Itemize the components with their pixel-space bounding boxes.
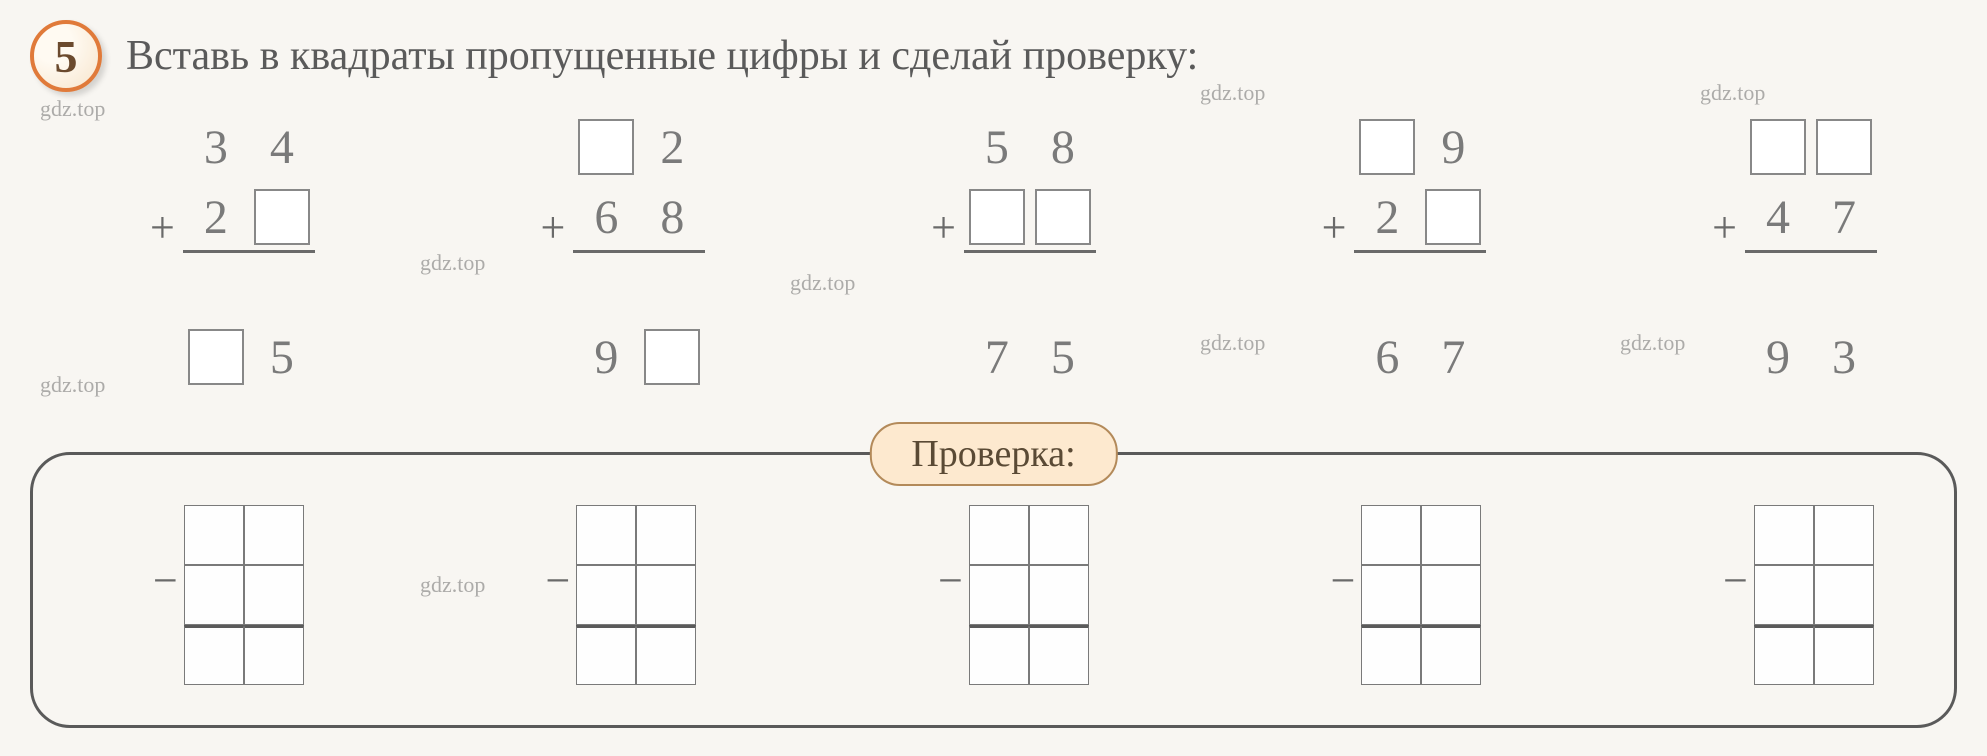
verification-cell[interactable]	[1754, 565, 1814, 625]
addition-problem: +5875	[931, 112, 1096, 392]
digit-cell: 2	[639, 112, 705, 182]
empty-box[interactable]	[1745, 112, 1811, 182]
exercise-number-badge: 5	[30, 20, 102, 92]
verification-cell[interactable]	[244, 565, 304, 625]
digit-cell: 5	[1030, 322, 1096, 392]
plus-operator: +	[931, 202, 956, 253]
verification-cell[interactable]	[1754, 505, 1814, 565]
digit-cell: 8	[639, 182, 705, 252]
addition-problem: +3425	[150, 112, 315, 392]
verification-grid[interactable]	[576, 505, 696, 685]
empty-box[interactable]	[249, 182, 315, 252]
verification-cell[interactable]	[969, 625, 1029, 685]
digit-cell: 5	[249, 322, 315, 392]
minus-operator: −	[1331, 555, 1356, 606]
verification-cell[interactable]	[1754, 625, 1814, 685]
digit-cell: 2	[183, 182, 249, 252]
digit-cell: 9	[1420, 112, 1486, 182]
verification-problem: −	[1723, 505, 1874, 685]
empty-box[interactable]	[1030, 182, 1096, 252]
verification-grid[interactable]	[1361, 505, 1481, 685]
verification-grid[interactable]	[1754, 505, 1874, 685]
digit-cell: 8	[1030, 112, 1096, 182]
digit-cell: 6	[573, 182, 639, 252]
verification-cell[interactable]	[636, 565, 696, 625]
digit-cell: 3	[183, 112, 249, 182]
verification-problem: −	[153, 505, 304, 685]
verification-cell[interactable]	[636, 625, 696, 685]
empty-box[interactable]	[964, 182, 1030, 252]
divider-line	[573, 250, 705, 253]
verification-cell[interactable]	[184, 625, 244, 685]
digit-cell: 4	[249, 112, 315, 182]
addition-problem: +4793	[1712, 112, 1877, 392]
divider-line	[964, 250, 1096, 253]
digit-cell: 4	[1745, 182, 1811, 252]
plus-operator: +	[150, 202, 175, 253]
verification-cell[interactable]	[576, 625, 636, 685]
verification-cell[interactable]	[244, 625, 304, 685]
digit-cell: 6	[1354, 322, 1420, 392]
verification-cell[interactable]	[184, 565, 244, 625]
verification-cell[interactable]	[576, 505, 636, 565]
verification-cell[interactable]	[1814, 625, 1874, 685]
digit-cell: 9	[573, 322, 639, 392]
divider-line	[183, 250, 315, 253]
verification-box: −−−−−	[30, 452, 1957, 728]
verification-cell[interactable]	[244, 505, 304, 565]
digit-cell: 9	[1745, 322, 1811, 392]
verification-cell[interactable]	[969, 565, 1029, 625]
empty-box[interactable]	[639, 322, 705, 392]
empty-box[interactable]	[1420, 182, 1486, 252]
empty-box[interactable]	[183, 322, 249, 392]
instruction-text: Вставь в квадраты пропущенные цифры и сд…	[126, 32, 1198, 80]
digit-cell: 3	[1811, 322, 1877, 392]
plus-operator: +	[541, 202, 566, 253]
verification-cell[interactable]	[1814, 505, 1874, 565]
digit-cell: 5	[964, 112, 1030, 182]
verification-cell[interactable]	[636, 505, 696, 565]
minus-operator: −	[1723, 555, 1748, 606]
addition-problem: +2689	[541, 112, 706, 392]
verification-cell[interactable]	[1421, 505, 1481, 565]
digit-cell: 2	[1354, 182, 1420, 252]
verification-section: Проверка: − − − − −	[30, 422, 1957, 728]
verification-cell[interactable]	[1421, 565, 1481, 625]
verification-cell[interactable]	[969, 505, 1029, 565]
digit-cell: 7	[964, 322, 1030, 392]
plus-operator: +	[1322, 202, 1347, 253]
verification-problem: −	[938, 505, 1089, 685]
verification-grid[interactable]	[184, 505, 304, 685]
verification-cell[interactable]	[1029, 625, 1089, 685]
verification-cell[interactable]	[1421, 625, 1481, 685]
verification-cell[interactable]	[1029, 565, 1089, 625]
verification-cell[interactable]	[1029, 505, 1089, 565]
divider-line	[1745, 250, 1877, 253]
plus-operator: +	[1712, 202, 1737, 253]
verification-cell[interactable]	[1361, 505, 1421, 565]
divider-line	[1354, 250, 1486, 253]
addition-problem: +92 67	[1322, 112, 1487, 392]
empty-box[interactable]	[1811, 112, 1877, 182]
digit-cell: 7	[1811, 182, 1877, 252]
minus-operator: −	[938, 555, 963, 606]
verification-cell[interactable]	[576, 565, 636, 625]
empty-box[interactable]	[573, 112, 639, 182]
verification-problem: −	[1331, 505, 1482, 685]
verification-grid[interactable]	[969, 505, 1089, 685]
verification-problem: −	[546, 505, 697, 685]
problems-container: +3425+2689+5875+9267+4793	[30, 112, 1957, 392]
minus-operator: −	[153, 555, 178, 606]
verification-label: Проверка:	[869, 422, 1117, 486]
verification-cell[interactable]	[1361, 625, 1421, 685]
empty-box[interactable]	[1354, 112, 1420, 182]
digit-cell: 7	[1420, 322, 1486, 392]
minus-operator: −	[546, 555, 571, 606]
verification-cell[interactable]	[1814, 565, 1874, 625]
verification-cell[interactable]	[184, 505, 244, 565]
verification-cell[interactable]	[1361, 565, 1421, 625]
